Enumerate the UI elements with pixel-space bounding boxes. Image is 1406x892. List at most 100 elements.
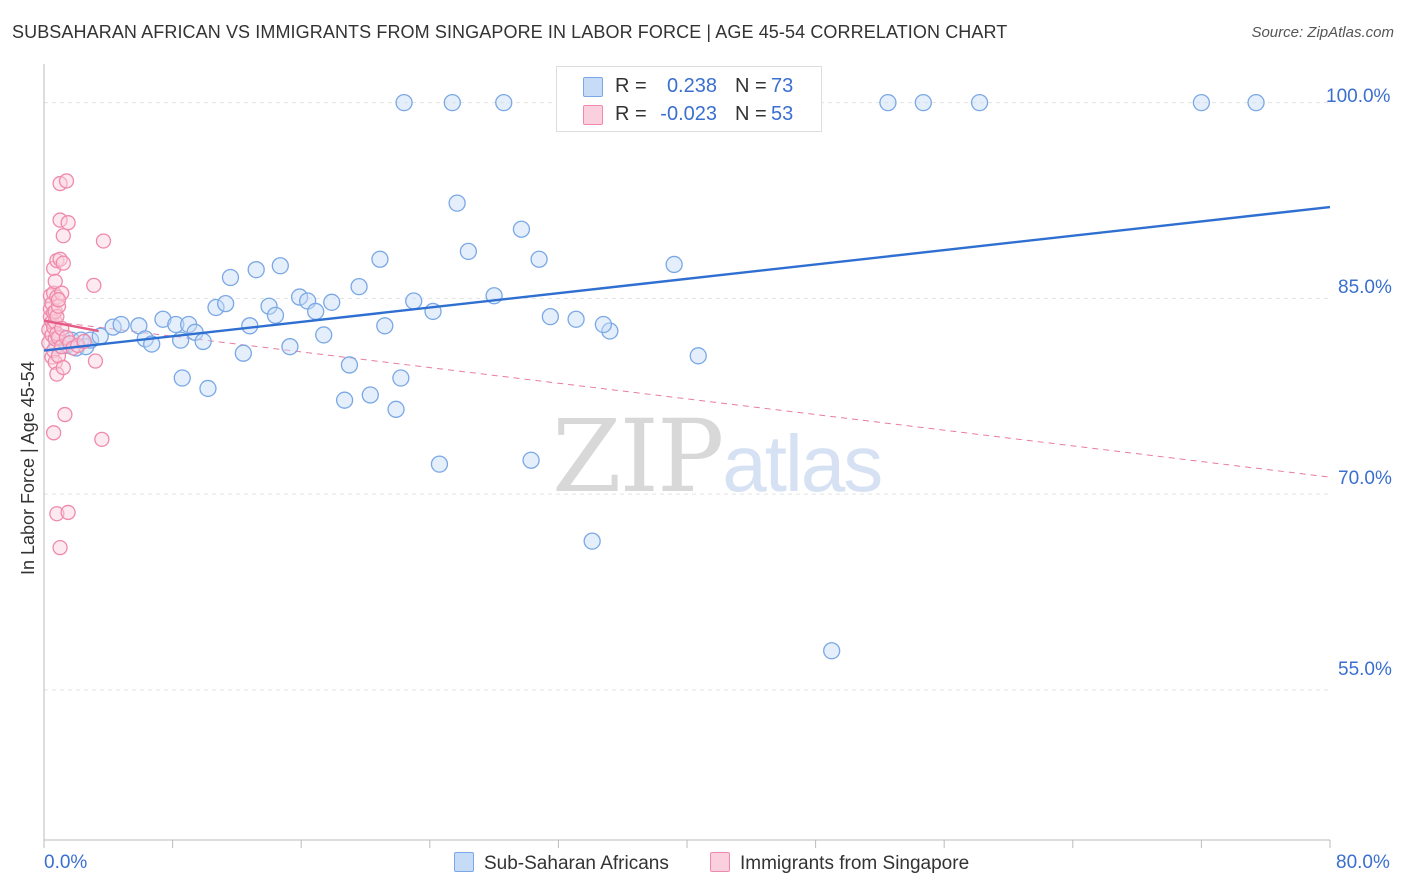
point-subsaharan [266, 306, 285, 325]
point-singapore [60, 504, 76, 521]
y-tick-label: 85.0% [1338, 277, 1392, 298]
point-subsaharan [522, 451, 540, 469]
point-subsaharan [173, 369, 191, 387]
point-subsaharan [405, 292, 423, 310]
legend-r-value: 0.238 [666, 75, 717, 97]
legend-swatch-pink [583, 105, 603, 125]
point-singapore [55, 359, 71, 376]
bottom-legend-swatch-blue [454, 852, 474, 872]
point-singapore [55, 255, 71, 271]
watermark-zip: ZIP [552, 398, 724, 515]
point-subsaharan [879, 93, 897, 112]
point-subsaharan [1192, 93, 1211, 112]
point-subsaharan [512, 220, 531, 238]
point-subsaharan [260, 297, 278, 315]
point-subsaharan [459, 242, 478, 261]
point-subsaharan [970, 93, 989, 112]
point-subsaharan [154, 310, 172, 328]
legend-n-value: 53 [771, 103, 794, 125]
point-subsaharan [541, 308, 560, 326]
legend-r-label: R = [615, 103, 647, 125]
point-subsaharan [290, 288, 309, 306]
point-subsaharan [199, 379, 217, 398]
point-subsaharan [281, 338, 299, 356]
point-subsaharan [689, 347, 707, 365]
y-tick-label: 100.0% [1326, 86, 1391, 107]
bottom-legend-swatch-pink [710, 852, 730, 872]
point-subsaharan [448, 194, 466, 212]
point-subsaharan [315, 326, 333, 344]
bottom-legend-label: Sub-Saharan Africans [484, 853, 669, 874]
point-subsaharan [823, 642, 841, 660]
y-axis-label: In Labor Force | Age 45-54 [18, 361, 38, 575]
bottom-legend-subsaharan: Sub-Saharan Africans [454, 852, 669, 875]
stats-legend: R = 0.238 N = 73 R = -0.023 N = 53 [556, 66, 822, 132]
point-subsaharan [350, 277, 368, 296]
point-singapore [87, 353, 104, 369]
x-tick-label-min: 0.0% [44, 852, 88, 873]
point-singapore [95, 233, 112, 249]
point-subsaharan [207, 298, 225, 317]
point-singapore [86, 277, 102, 293]
point-subsaharan [495, 93, 513, 112]
point-subsaharan [1247, 93, 1265, 112]
legend-r-label: R = [615, 75, 647, 97]
point-singapore [57, 406, 73, 423]
point-subsaharan [601, 322, 619, 340]
point-singapore [52, 540, 68, 556]
trendline-subsaharan [43, 205, 1331, 352]
point-subsaharan [376, 317, 394, 335]
point-subsaharan [167, 315, 185, 334]
point-subsaharan [443, 93, 461, 112]
point-subsaharan [112, 315, 130, 334]
point-subsaharan [323, 293, 341, 311]
trendline-singapore [43, 319, 99, 333]
point-subsaharan [392, 369, 410, 387]
chart-title: SUBSAHARAN AFRICAN VS IMMIGRANTS FROM SI… [12, 22, 1008, 42]
legend-row-subsaharan: R = 0.238 N = 73 [557, 73, 821, 99]
point-subsaharan [234, 344, 252, 362]
point-subsaharan [271, 257, 289, 275]
legend-row-singapore: R = -0.023 N = 53 [557, 101, 821, 127]
point-subsaharan [216, 294, 235, 313]
point-subsaharan [567, 310, 585, 328]
point-subsaharan [340, 356, 359, 374]
point-singapore [60, 215, 76, 231]
source-label: Source: ZipAtlas.com [1251, 24, 1394, 41]
bottom-legend-label: Immigrants from Singapore [740, 853, 970, 874]
legend-n-value: 73 [771, 75, 794, 97]
point-singapore [55, 228, 71, 244]
legend-swatch-blue [583, 77, 603, 97]
trendline-singapore-extended [43, 320, 1331, 478]
point-subsaharan [307, 302, 325, 321]
point-subsaharan [530, 250, 548, 268]
point-subsaharan [221, 268, 240, 287]
point-subsaharan [665, 255, 683, 274]
point-subsaharan [583, 532, 601, 550]
point-subsaharan [371, 250, 389, 268]
point-subsaharan [361, 386, 379, 404]
point-singapore [50, 292, 67, 308]
legend-r-value: -0.023 [660, 103, 717, 125]
bottom-legend-singapore: Immigrants from Singapore [710, 852, 969, 875]
y-tick-label: 55.0% [1338, 659, 1392, 680]
point-singapore [49, 506, 65, 522]
legend-n-label: N = [735, 75, 767, 97]
point-subsaharan [395, 93, 413, 112]
point-subsaharan [335, 391, 354, 409]
point-subsaharan [247, 261, 265, 279]
legend-n-label: N = [735, 103, 767, 125]
point-singapore [47, 273, 63, 290]
point-singapore [58, 173, 75, 189]
point-subsaharan [387, 400, 405, 418]
point-subsaharan [194, 332, 212, 351]
point-singapore [94, 431, 110, 447]
point-subsaharan [430, 455, 449, 473]
y-tick-label: 70.0% [1338, 468, 1392, 489]
x-tick-label-max: 80.0% [1336, 852, 1390, 873]
point-singapore [45, 425, 62, 441]
point-subsaharan [594, 315, 613, 334]
watermark-atlas: atlas [722, 419, 883, 508]
watermark: ZIPatlas [552, 398, 883, 515]
